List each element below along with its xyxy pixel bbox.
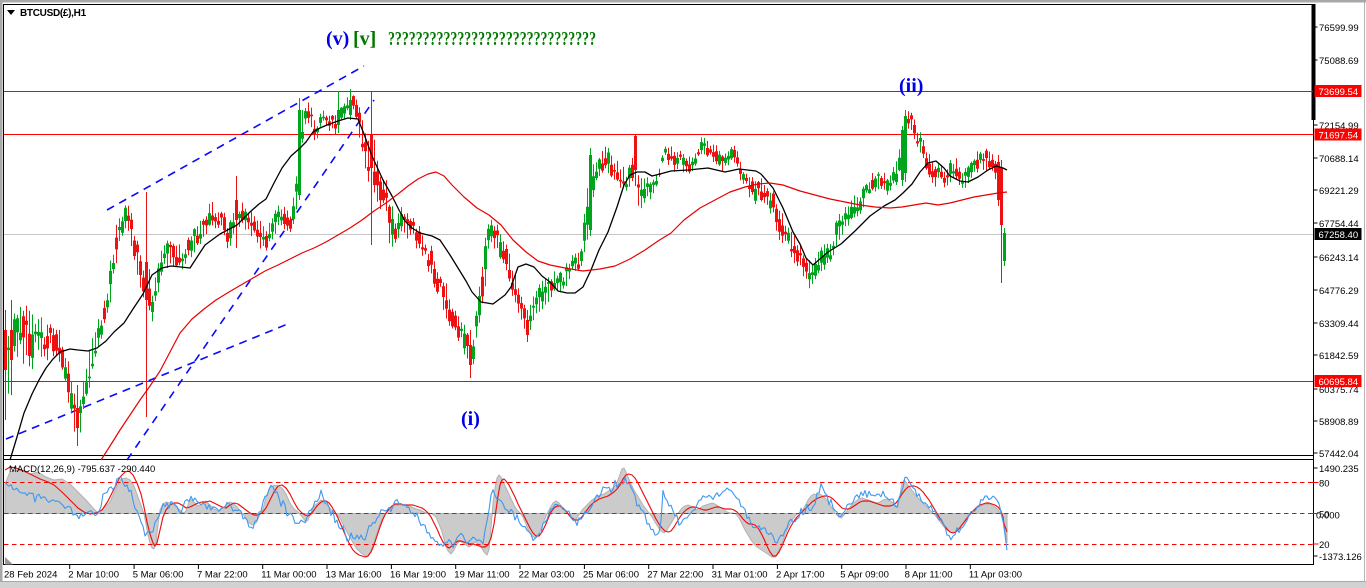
svg-text:57442.04: 57442.04	[1319, 449, 1359, 460]
svg-text:13 Mar 16:00: 13 Mar 16:00	[326, 570, 382, 581]
svg-text:58908.89: 58908.89	[1319, 417, 1359, 428]
svg-text:76599.99: 76599.99	[1319, 23, 1359, 34]
svg-text:(i): (i)	[461, 408, 480, 430]
svg-text:70688.14: 70688.14	[1319, 154, 1359, 165]
svg-text:19 Mar 11:00: 19 Mar 11:00	[454, 570, 509, 581]
svg-text:MACD(12,26,9) -795.637 -290.44: MACD(12,26,9) -795.637 -290.440	[9, 464, 155, 475]
svg-text:2 Mar 10:00: 2 Mar 10:00	[68, 570, 119, 581]
svg-text:(v): (v)	[326, 28, 349, 50]
svg-text:50: 50	[1319, 510, 1330, 521]
svg-text:??????????????????????????????: ??????????????????????????????	[388, 28, 596, 50]
svg-text:(ii): (ii)	[899, 75, 923, 97]
svg-text:67258.40: 67258.40	[1319, 230, 1359, 241]
svg-text:60375.74: 60375.74	[1319, 385, 1359, 396]
svg-text:11 Apr 03:00: 11 Apr 03:00	[969, 570, 1022, 581]
svg-text:61842.59: 61842.59	[1319, 351, 1359, 362]
svg-text:5 Apr 09:00: 5 Apr 09:00	[840, 570, 889, 581]
svg-text:64776.29: 64776.29	[1319, 286, 1359, 297]
svg-text:2 Apr 17:00: 2 Apr 17:00	[776, 570, 825, 581]
svg-text:31 Mar 01:00: 31 Mar 01:00	[712, 570, 768, 581]
svg-text:73699.54: 73699.54	[1319, 87, 1359, 98]
svg-text:71697.54: 71697.54	[1319, 131, 1359, 142]
svg-text:[v]: [v]	[353, 28, 376, 50]
svg-text:7 Mar 22:00: 7 Mar 22:00	[197, 570, 248, 581]
svg-text:16 Mar 19:00: 16 Mar 19:00	[390, 570, 446, 581]
svg-text:80: 80	[1319, 479, 1330, 490]
svg-text:27 Mar 22:00: 27 Mar 22:00	[647, 570, 703, 581]
svg-text:28 Feb 2024: 28 Feb 2024	[4, 570, 57, 581]
svg-text:BTCUSD(£),H1: BTCUSD(£),H1	[20, 8, 87, 19]
svg-text:20: 20	[1319, 540, 1330, 551]
svg-text:11 Mar 00:00: 11 Mar 00:00	[261, 570, 316, 581]
svg-text:72154.99: 72154.99	[1319, 121, 1359, 132]
svg-text:69221.29: 69221.29	[1319, 186, 1359, 197]
svg-text:1490.235: 1490.235	[1319, 464, 1359, 475]
svg-text:8 Apr 11:00: 8 Apr 11:00	[905, 570, 953, 581]
svg-text:-1373.126: -1373.126	[1319, 552, 1362, 563]
svg-text:60695.84: 60695.84	[1319, 377, 1359, 388]
svg-text:63309.44: 63309.44	[1319, 319, 1359, 330]
svg-text:5 Mar 06:00: 5 Mar 06:00	[133, 570, 184, 581]
svg-text:66243.14: 66243.14	[1319, 253, 1359, 264]
svg-text:0.000: 0.000	[1316, 511, 1340, 522]
svg-text:75088.69: 75088.69	[1319, 56, 1359, 67]
svg-text:25 Mar 06:00: 25 Mar 06:00	[583, 570, 639, 581]
svg-text:22 Mar 03:00: 22 Mar 03:00	[519, 570, 575, 581]
svg-text:67754.44: 67754.44	[1319, 219, 1359, 230]
